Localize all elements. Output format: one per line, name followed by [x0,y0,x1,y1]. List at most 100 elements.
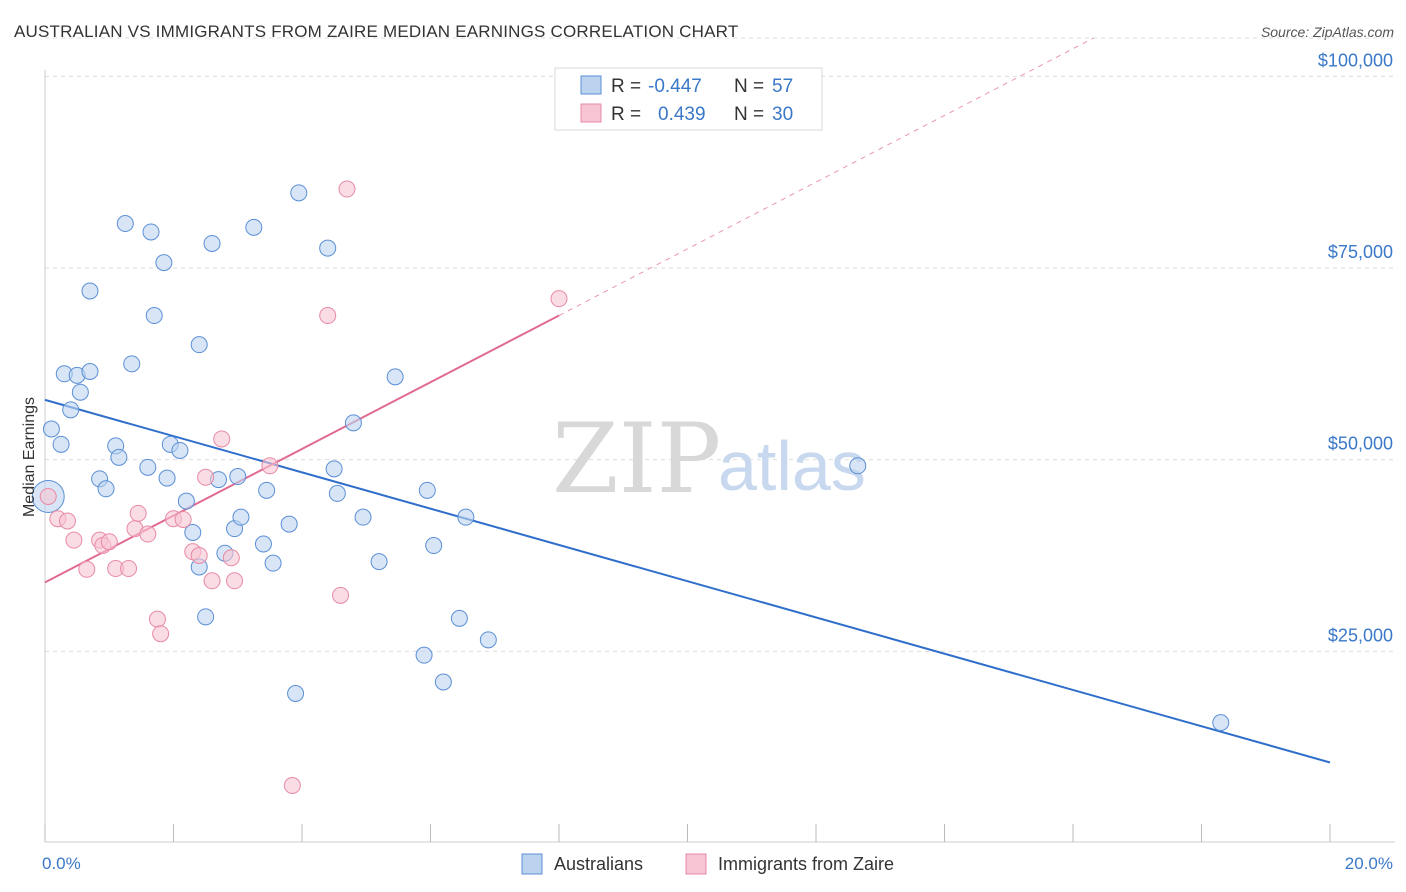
point-australians [71,383,89,401]
point-australians [280,515,298,533]
point-australians [232,508,250,526]
point-zaire [65,531,83,549]
y-tick-labels: $25,000 $50,000 $75,000 $100,000 [1318,50,1393,645]
y-tick-label: $25,000 [1328,625,1393,645]
point-zaire [197,468,215,486]
point-australians [110,448,128,466]
x-tick-labels: 0.0% 20.0% [42,854,1393,873]
x-tick-label-start: 0.0% [42,854,81,873]
point-australians [177,492,195,510]
watermark-atlas: atlas [718,427,866,505]
point-australians [145,307,163,325]
legend-n-value: 30 [772,104,793,125]
point-australians [354,508,372,526]
data-points [31,180,1230,794]
point-australians [264,554,282,572]
trend-line-1 [44,314,560,584]
legend-r-value: -0.447 [648,76,702,97]
y-tick-label: $75,000 [1328,242,1393,262]
y-axis-label: Median Earnings [21,397,38,517]
point-australians [386,368,404,386]
point-zaire [100,533,118,551]
bottom-legend-zaire: Immigrants from Zaire [718,854,894,874]
legend-r-label: R = [611,104,641,125]
legend-r-value: 0.439 [658,104,706,125]
point-australians [203,234,221,252]
point-australians [415,646,433,664]
point-zaire [261,457,279,475]
point-australians [190,336,208,354]
point-australians [254,535,272,553]
point-zaire [319,307,337,325]
point-zaire [129,504,147,522]
source-credit: Source: ZipAtlas.com [1260,24,1394,40]
bottom-legend-australians: Australians [554,854,643,874]
point-australians [328,484,346,502]
point-zaire [222,549,240,567]
watermark-zip: ZIP [552,403,721,515]
point-zaire [338,180,356,198]
point-australians [849,457,867,475]
point-zaire [550,290,568,308]
trend-lines [44,37,1331,764]
point-australians [1212,714,1230,732]
top-legend: R = -0.447 N = 57 R = 0.439 N = 30 [554,67,823,131]
bottom-legend-swatch-zaire [685,853,707,875]
point-australians [81,363,99,380]
point-australians [81,282,99,300]
point-australians [139,458,157,476]
point-australians [287,685,305,702]
legend-n-value: 57 [772,76,793,97]
point-australians [425,537,443,555]
point-zaire [39,487,57,505]
point-australians [418,481,436,499]
legend-swatch-australians [580,75,602,95]
point-zaire [190,547,208,564]
point-australians [197,608,215,626]
point-australians [97,480,115,498]
y-tick-label: $100,000 [1318,50,1393,70]
point-australians [319,239,337,257]
point-zaire [332,586,350,604]
point-zaire [139,525,157,543]
point-australians [42,420,60,438]
point-australians [290,184,308,202]
legend-swatch-zaire [580,103,602,123]
point-zaire [58,512,76,530]
legend-r-label: R = [611,76,641,97]
point-australians [325,460,343,478]
point-australians [344,414,362,432]
point-australians [158,469,176,487]
point-australians [142,223,160,241]
point-zaire [203,572,221,590]
point-zaire [78,560,96,578]
point-australians [123,355,141,373]
point-zaire [152,625,170,643]
trend-line-0 [44,398,1331,764]
point-australians [155,254,173,272]
point-australians [171,441,189,459]
point-zaire [120,560,138,578]
watermark: ZIP atlas [552,403,866,515]
point-zaire [213,430,231,448]
point-australians [52,435,70,453]
point-zaire [174,510,192,528]
axes [44,70,1395,843]
bottom-legend: Australians Immigrants from Zaire [521,853,894,875]
point-australians [62,401,80,419]
chart-title: AUSTRALIAN VS IMMIGRANTS FROM ZAIRE MEDI… [14,22,739,41]
point-australians [457,508,475,526]
y-tick-label: $50,000 [1328,434,1393,454]
trend-line-extension-1 [558,37,1094,316]
point-australians [450,609,468,627]
legend-n-label: N = [734,104,764,125]
point-australians [258,481,276,499]
point-zaire [148,610,166,628]
point-zaire [226,572,244,590]
point-australians [116,215,134,233]
x-tick-label-end: 20.0% [1345,854,1393,873]
point-australians [479,631,497,649]
point-zaire [283,777,301,794]
point-australians [229,468,247,486]
